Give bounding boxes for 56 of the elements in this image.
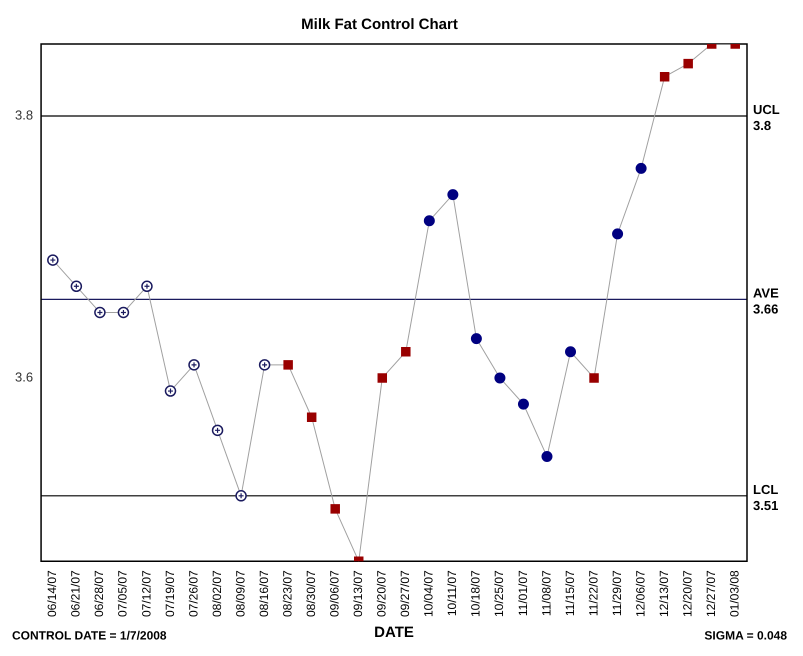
x-tick-label: 08/16/07 (256, 570, 271, 618)
text: SIGMA = 0.048 (704, 628, 788, 642)
point (283, 360, 293, 370)
point (424, 215, 435, 226)
x-tick-label: 08/23/07 (280, 570, 294, 618)
ref-line-label: LCL 3.51 (753, 482, 778, 513)
point (612, 228, 624, 240)
x-tick-label: 06/21/07 (68, 570, 83, 618)
point (378, 373, 388, 383)
x-tick-label: 08/09/07 (233, 570, 248, 618)
ref-line-label: UCL 3.8 (753, 102, 780, 134)
x-tick-label: 10/04/07 (422, 570, 436, 618)
x-tick-label: 01/03/08 (728, 570, 742, 618)
x-tick-label: 12/06/07 (633, 570, 648, 618)
x-tick-label: 06/28/07 (92, 570, 106, 618)
ref-line-label: AVE 3.66 (753, 285, 780, 316)
chart-title: Milk Fat Control Chart (301, 16, 458, 34)
x-tick-label: 11/22/07 (586, 570, 600, 616)
y-tick-label: 3.6 (14, 370, 34, 385)
x-axis-title: DATE (374, 624, 414, 642)
point (306, 412, 316, 422)
x-tick-label: 07/26/07 (186, 570, 200, 618)
x-tick-label: 11/01/07 (516, 570, 530, 616)
point (565, 346, 576, 358)
point (683, 58, 693, 68)
x-tick-label: 12/13/07 (656, 570, 671, 618)
x-tick-label: 11/08/07 (539, 570, 554, 616)
point (589, 373, 599, 383)
point (518, 398, 529, 410)
x-tick-label: 07/19/07 (162, 570, 177, 618)
x-tick-label: 11/15/07 (562, 570, 577, 616)
x-tick-label: 12/20/07 (680, 570, 694, 618)
x-tick-label: 11/29/07 (610, 570, 624, 616)
x-tick-label: 08/30/07 (304, 570, 318, 618)
x-tick-label: 07/12/07 (139, 570, 154, 618)
x-tick-label: 06/14/07 (45, 570, 60, 618)
x-tick-label: 12/27/07 (704, 570, 718, 618)
point (330, 504, 340, 514)
x-tick-label: 07/05/07 (116, 570, 130, 618)
x-tick-label: 10/25/07 (492, 570, 506, 618)
x-tick-label: 09/13/07 (351, 570, 366, 618)
point (494, 372, 506, 384)
y-tick-label: 3.8 (14, 108, 34, 123)
point (541, 451, 552, 462)
x-tick-label: 10/11/07 (445, 570, 460, 616)
point (660, 72, 670, 82)
text: CONTROL DATE = 1/7/2008 (12, 628, 167, 642)
point (401, 347, 411, 356)
x-tick-label: 09/06/07 (328, 570, 342, 618)
point (447, 189, 458, 200)
x-tick-label: 08/02/07 (210, 570, 224, 618)
x-tick-label: 10/18/07 (468, 570, 483, 618)
x-tick-label: 09/27/07 (398, 570, 412, 618)
point (470, 333, 482, 344)
x-tick-label: 09/20/07 (374, 570, 389, 618)
point (636, 162, 647, 174)
